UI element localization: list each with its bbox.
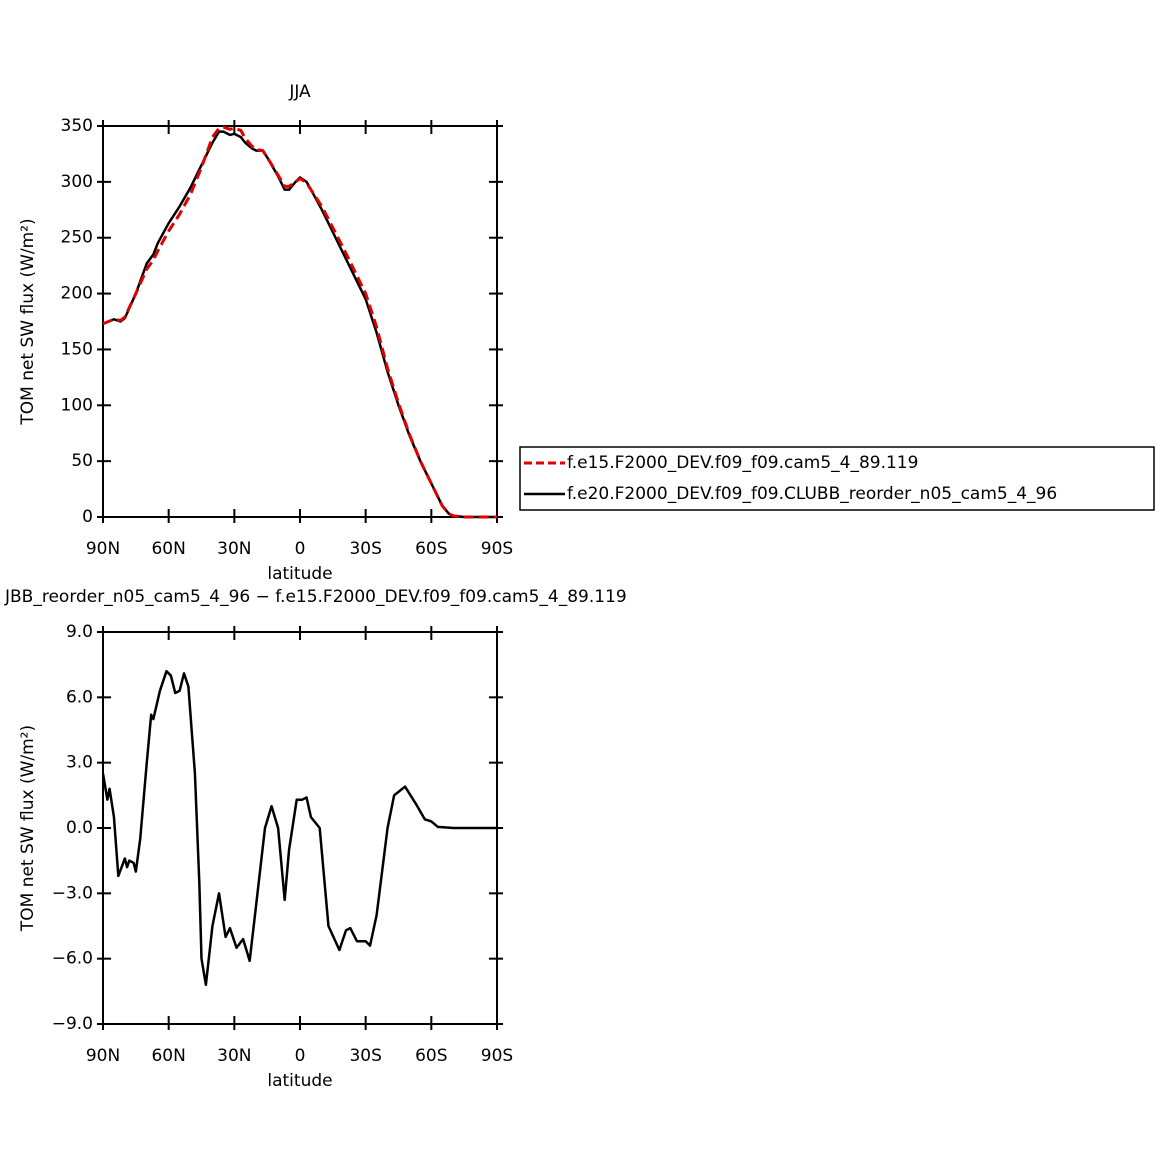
x-axis-label: latitude: [267, 1071, 332, 1091]
y-tick-label: 300: [61, 172, 93, 192]
data-line: [102, 130, 497, 519]
y-tick-label: 50: [71, 451, 93, 471]
x-tick-label: 90S: [481, 539, 513, 559]
x-tick-label: 0: [295, 539, 306, 559]
y-tick-label: −6.0: [52, 949, 93, 969]
legend-label: f.e15.F2000_DEV.f09_f09.cam5_4_89.119: [567, 453, 918, 473]
x-tick-label: 60N: [151, 1046, 185, 1066]
y-tick-label: −9.0: [52, 1014, 93, 1034]
x-tick-label: 60N: [151, 539, 185, 559]
y-tick-label: 0.0: [66, 818, 93, 838]
y-tick-label: 0: [82, 507, 93, 527]
plot-frame: [102, 125, 498, 518]
x-tick-label: 60S: [415, 539, 447, 559]
x-tick-label: 30S: [349, 539, 381, 559]
y-tick-label: 150: [61, 339, 93, 359]
y-axis-label: TOM net SW flux (W/m²): [18, 725, 38, 932]
x-tick-label: 90N: [86, 539, 120, 559]
chart-title: JBB_reorder_n05_cam5_4_96 − f.e15.F2000_…: [4, 587, 627, 607]
chart-title: JJA: [288, 82, 311, 102]
legend-box: [519, 446, 1155, 511]
x-tick-label: 30S: [349, 1046, 381, 1066]
x-tick-label: 30N: [217, 1046, 251, 1066]
y-tick-label: 250: [61, 228, 93, 248]
y-tick-label: 9.0: [66, 622, 93, 642]
legend-label: f.e20.F2000_DEV.f09_f09.CLUBB_reorder_n0…: [567, 484, 1057, 504]
y-tick-label: 100: [61, 395, 93, 415]
x-axis-label: latitude: [267, 564, 332, 584]
x-tick-label: 60S: [415, 1046, 447, 1066]
x-tick-label: 90S: [481, 1046, 513, 1066]
x-tick-label: 90N: [86, 1046, 120, 1066]
x-tick-label: 0: [295, 1046, 306, 1066]
y-tick-label: 6.0: [66, 687, 93, 707]
y-tick-label: 3.0: [66, 753, 93, 773]
y-tick-label: −3.0: [52, 883, 93, 903]
y-tick-label: 350: [61, 116, 93, 136]
y-axis-label: TOM net SW flux (W/m²): [18, 218, 38, 425]
data-line: [101, 669, 497, 987]
data-line: [102, 125, 497, 519]
y-tick-label: 200: [61, 284, 93, 304]
x-tick-label: 30N: [217, 539, 251, 559]
